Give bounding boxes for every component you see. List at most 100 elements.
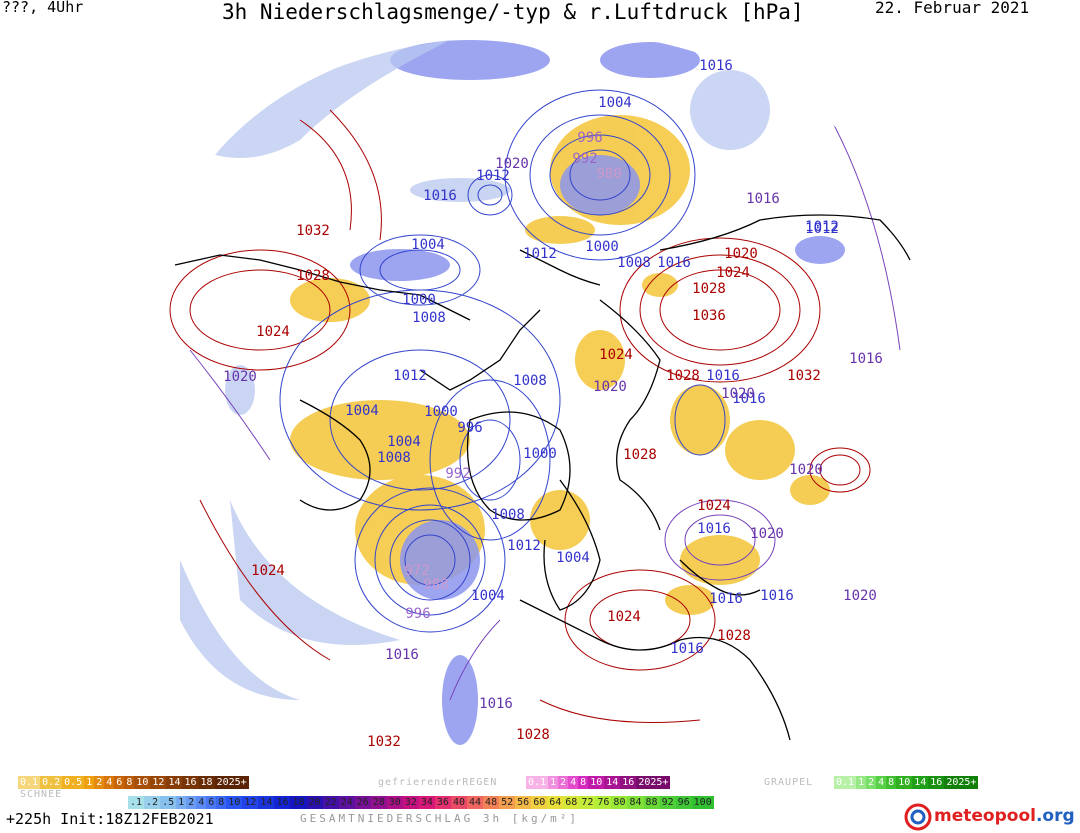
legend-swatch: 100 xyxy=(691,796,714,809)
pressure-label: 988 xyxy=(423,577,448,593)
legend-swatch: 30 xyxy=(386,796,403,809)
pressure-label: 1004 xyxy=(556,550,590,566)
pressure-label: 1008 xyxy=(412,310,446,326)
legend-swatch: 80 xyxy=(611,796,628,809)
legend-swatch: 0.5 xyxy=(62,776,85,789)
light-rain-areas xyxy=(180,40,770,700)
legend-swatch: 52 xyxy=(499,796,516,809)
pressure-label: 1016 xyxy=(849,351,883,367)
legend-swatch: 2025+ xyxy=(636,776,671,789)
legend-swatch: 68 xyxy=(563,796,580,809)
pressure-label: 1020 xyxy=(223,369,257,385)
pressure-label: 1012 xyxy=(476,168,510,184)
low-pressure-isobars xyxy=(279,89,726,633)
pressure-label: 992 xyxy=(572,151,597,167)
legend-swatch: 18 xyxy=(198,776,215,789)
valid-date: 22. Februar 2021 xyxy=(875,0,1030,17)
forecast-init-label: +225h Init:18Z12FEB2021 xyxy=(6,810,214,828)
pressure-label: 1016 xyxy=(732,391,766,407)
map-disc xyxy=(169,40,911,745)
pressure-label: 1028 xyxy=(623,447,657,463)
legend-swatch: 1 xyxy=(548,776,559,789)
legend-swatch: 8 xyxy=(124,776,135,789)
legend-swatch: 16 xyxy=(928,776,945,789)
pressure-label: 1028 xyxy=(296,268,330,284)
legend-swatch: 2 xyxy=(94,776,105,789)
snow-precipitation-areas xyxy=(290,115,830,615)
legend-swatch: 56 xyxy=(515,796,532,809)
pressure-label: 1012 xyxy=(393,368,427,384)
legend-swatch: 8 xyxy=(216,796,227,809)
legend-swatch: 76 xyxy=(595,796,612,809)
legend-swatch: 84 xyxy=(627,796,644,809)
legend-swatch: 6 xyxy=(114,776,125,789)
pressure-label: 1020 xyxy=(495,156,529,172)
pressure-label: 1028 xyxy=(516,727,550,743)
legend-swatch: 12 xyxy=(242,796,259,809)
map-title: 3h Niederschlagsmenge/-typ & r.Luftdruck… xyxy=(222,0,804,24)
legend-swatch: 20 xyxy=(306,796,323,809)
legend-swatch: 0.2 xyxy=(40,776,63,789)
pressure-label: 1012 xyxy=(805,221,839,237)
legend-swatch: 16 xyxy=(274,796,291,809)
pressure-label: 1032 xyxy=(367,734,401,750)
pressure-label: 1020 xyxy=(843,588,877,604)
pressure-label: 1016 xyxy=(670,641,704,657)
pressure-label: 1008 xyxy=(491,507,525,523)
pressure-label: 1020 xyxy=(593,379,627,395)
legend-swatch: 10 xyxy=(134,776,151,789)
brand-suffix: .org xyxy=(1035,806,1075,826)
legend-swatch: 48 xyxy=(483,796,500,809)
pressure-label: 1036 xyxy=(692,308,726,324)
total-precipitation-legend: .1.2.5 1 2 4 6 8 10 12 14 16 18 20 22 24 26 28 30 32 34 36 4… xyxy=(128,796,714,809)
legend-swatch: 22 xyxy=(322,796,339,809)
mid-pressure-isobars xyxy=(189,99,901,701)
run-time-label: ???, 4Uhr xyxy=(2,0,84,16)
snow-legend-label: SCHNEE xyxy=(20,789,63,800)
meteopool-logo-icon xyxy=(904,803,932,831)
legend-swatch: 2025+ xyxy=(944,776,979,789)
legend-swatch: 60 xyxy=(531,796,548,809)
legend-swatch: 0.1 xyxy=(834,776,857,789)
pressure-label: 1016 xyxy=(697,521,731,537)
pressure-label: 1004 xyxy=(411,237,445,253)
pressure-label: 1020 xyxy=(789,462,823,478)
pressure-label: 1016 xyxy=(699,58,733,74)
pressure-label: 1012 xyxy=(523,246,557,262)
legend-swatch: 96 xyxy=(675,796,692,809)
meteopool-brand: meteopool.org xyxy=(934,806,1075,826)
pressure-label: 1008 xyxy=(377,450,411,466)
pressure-label: 1000 xyxy=(523,446,557,462)
pressure-label: 1020 xyxy=(724,246,758,262)
pressure-label: 1000 xyxy=(424,404,458,420)
legend-swatch: 16 xyxy=(182,776,199,789)
legend-swatch: 4 xyxy=(196,796,207,809)
pressure-label: 1024 xyxy=(599,347,633,363)
legend-swatch: 2 xyxy=(186,796,197,809)
pressure-label: 1016 xyxy=(657,255,691,271)
legend-swatch: .1 xyxy=(128,796,145,809)
pressure-label: 1028 xyxy=(717,628,751,644)
legend-swatch: 4 xyxy=(876,776,887,789)
pressure-label: 1000 xyxy=(585,239,619,255)
pressure-label: 1008 xyxy=(513,373,547,389)
pressure-label: 1032 xyxy=(787,368,821,384)
coastlines xyxy=(174,214,911,741)
legend-swatch: 0.1 xyxy=(18,776,41,789)
legend-swatch: .5 xyxy=(160,796,177,809)
pressure-label: 1024 xyxy=(697,498,731,514)
legend-swatch: 14 xyxy=(258,796,275,809)
pressure-label: 1024 xyxy=(256,324,290,340)
pressure-label: 1004 xyxy=(598,95,632,111)
freezing-rain-legend-label: gefrierenderREGEN xyxy=(378,777,498,788)
legend-swatch: 34 xyxy=(418,796,435,809)
pressure-label: 1020 xyxy=(721,386,755,402)
pressure-label: 992 xyxy=(445,466,470,482)
pressure-label: 1016 xyxy=(760,588,794,604)
pressure-label: 972 xyxy=(404,563,429,579)
legend-swatch: 1 xyxy=(856,776,867,789)
pressure-label: 1028 xyxy=(666,368,700,384)
legend-swatch: 32 xyxy=(402,796,419,809)
legend-swatch: 64 xyxy=(547,796,564,809)
